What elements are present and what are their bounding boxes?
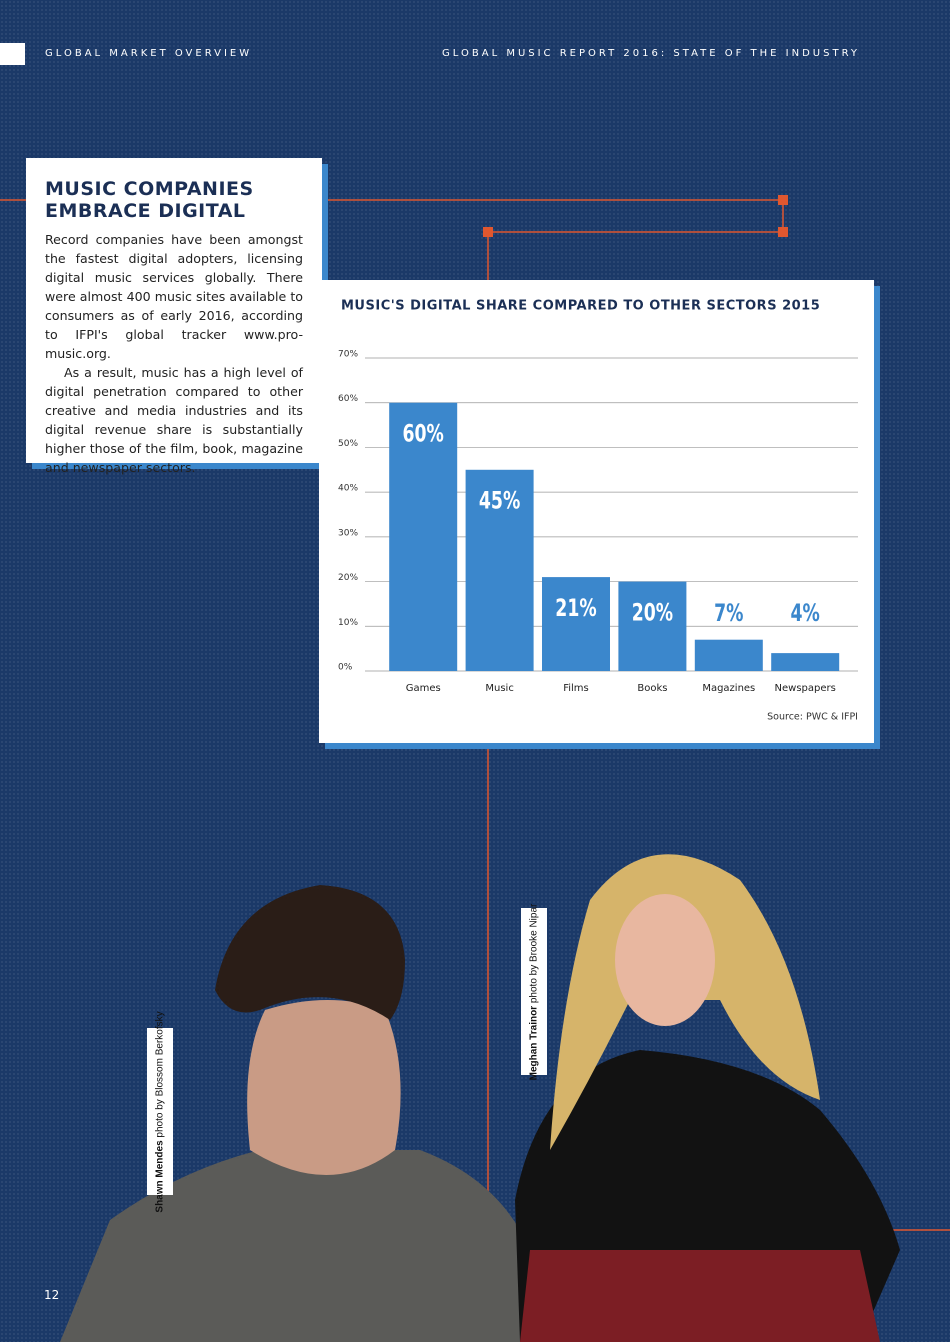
bar: [542, 577, 610, 671]
caption-name: Shawn Mendes: [154, 1139, 166, 1213]
paragraph: As a result, music has a high level of d…: [45, 365, 303, 475]
chart-box: MUSIC'S DIGITAL SHARE COMPARED TO OTHER …: [319, 280, 874, 743]
y-tick-label: 40%: [338, 484, 358, 494]
chart-title: MUSIC'S DIGITAL SHARE COMPARED TO OTHER …: [341, 299, 820, 314]
y-tick-label: 30%: [338, 528, 358, 538]
caption-credit: photo by Blossom Berkofsky: [154, 1010, 166, 1138]
y-tick-label: 10%: [338, 618, 358, 628]
y-tick-label: 70%: [338, 350, 358, 360]
photo-caption: Shawn Mendes photo by Blossom Berkofsky: [147, 1011, 173, 1212]
x-tick-label: Magazines: [702, 683, 755, 694]
value-label: 21%: [555, 594, 596, 622]
photo-shawn: [60, 885, 560, 1342]
y-tick-label: 20%: [338, 573, 358, 583]
value-label: 4%: [791, 599, 820, 627]
page-number: 12: [44, 1288, 60, 1302]
bar: [618, 581, 687, 671]
x-tick-label: Games: [406, 683, 441, 694]
x-tick-label: Newspapers: [775, 683, 836, 694]
value-label: 45%: [479, 487, 520, 515]
y-tick-label: 60%: [338, 394, 358, 404]
section-header: GLOBAL MARKET OVERVIEW: [45, 48, 253, 59]
value-label: 60%: [403, 420, 444, 448]
bar: [389, 402, 458, 671]
article-box: MUSIC COMPANIES EMBRACE DIGITAL Record c…: [26, 158, 322, 475]
x-tick-label: Music: [485, 683, 513, 694]
bar: [771, 653, 840, 671]
photo-caption: Meghan Trainor photo by Brooke Nipar: [521, 903, 547, 1080]
y-tick-label: 0%: [338, 663, 353, 673]
value-label: 7%: [714, 599, 743, 627]
photo-meghan: [515, 854, 900, 1342]
report-header: GLOBAL MUSIC REPORT 2016: STATE OF THE I…: [442, 48, 860, 59]
article-title: MUSIC COMPANIES EMBRACE DIGITAL: [45, 178, 254, 222]
header-tab: [0, 43, 25, 65]
caption-name: Meghan Trainor: [528, 1005, 540, 1080]
bar: [694, 639, 763, 671]
paragraph: Record companies have been amongst the f…: [45, 232, 303, 361]
x-tick-label: Books: [637, 683, 667, 694]
chart-source: Source: PWC & IFPI: [767, 712, 858, 723]
y-tick-label: 50%: [338, 439, 358, 449]
bar: [465, 469, 534, 671]
chart: MUSIC'S DIGITAL SHARE COMPARED TO OTHER …: [338, 299, 858, 723]
value-label: 20%: [632, 599, 673, 627]
x-tick-label: Films: [563, 683, 589, 694]
caption-credit: photo by Brooke Nipar: [528, 903, 540, 1003]
